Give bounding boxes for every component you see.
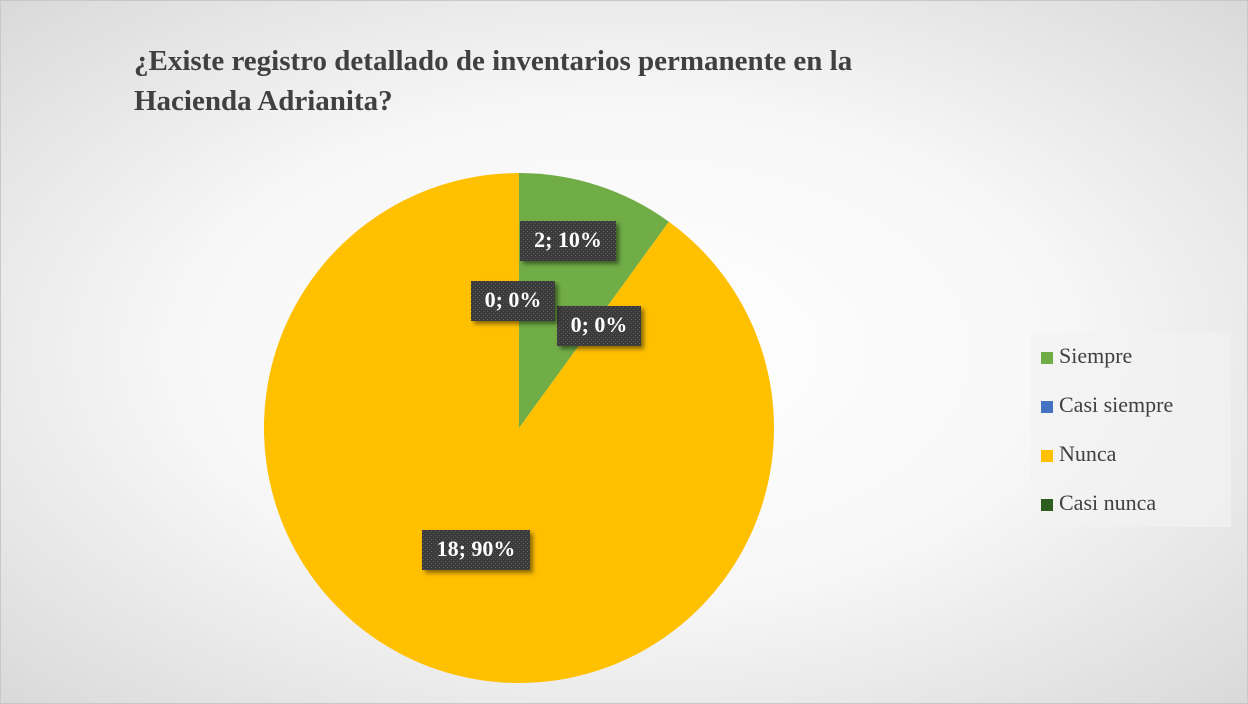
data-label-box: [471, 281, 555, 321]
data-label: 0; 0%: [571, 312, 628, 337]
chart-title: ¿Existe registro detallado de inventario…: [134, 45, 853, 117]
legend-label: Nunca: [1059, 441, 1117, 466]
legend-box: [1031, 333, 1231, 527]
data-label-box: [557, 306, 641, 346]
legend-label: Casi nunca: [1059, 490, 1156, 515]
legend-swatch: [1041, 401, 1053, 413]
data-label: 0; 0%: [485, 287, 542, 312]
data-label-box: [520, 221, 616, 261]
data-label: 2; 10%: [534, 227, 602, 252]
legend-swatch: [1041, 450, 1053, 462]
legend-swatch: [1041, 499, 1053, 511]
data-label-box: [422, 530, 530, 570]
legend-swatch: [1041, 352, 1053, 364]
pie-slice: [264, 173, 774, 683]
legend-label: Siempre: [1059, 343, 1132, 368]
data-label: 18; 90%: [437, 536, 516, 561]
legend-label: Casi siempre: [1059, 392, 1173, 417]
